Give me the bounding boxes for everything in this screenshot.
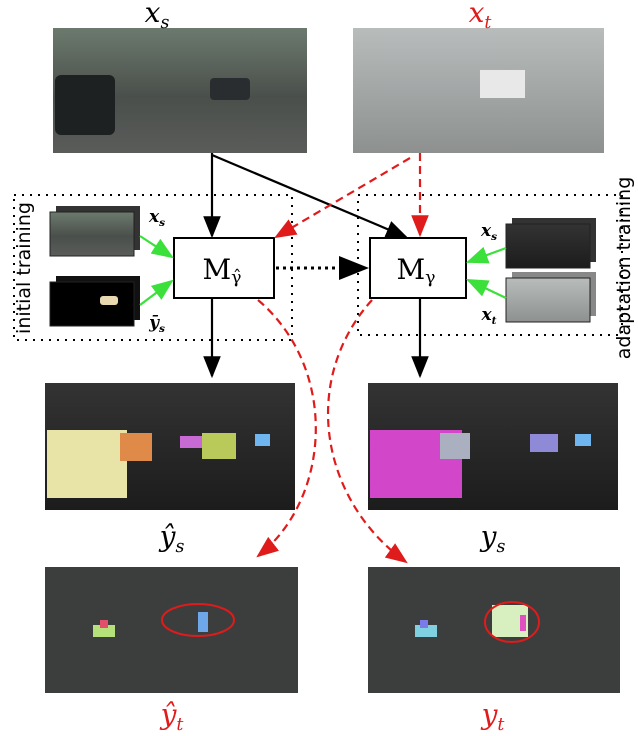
model-box xyxy=(173,237,275,299)
group-label: adaptation training xyxy=(613,177,635,360)
label-sub: s xyxy=(159,217,165,229)
input-image xyxy=(49,211,135,257)
input-label: xs xyxy=(148,207,165,229)
label-sub: s xyxy=(175,537,184,557)
segment xyxy=(420,620,428,628)
label-main: x xyxy=(480,305,492,325)
label-main: x xyxy=(148,207,160,227)
model-label: Mγ̂ xyxy=(202,253,241,288)
segment xyxy=(47,430,127,498)
arrows xyxy=(139,153,507,564)
segment xyxy=(180,436,202,448)
target-image xyxy=(353,28,604,153)
label-main: y xyxy=(479,520,498,553)
label-main: x xyxy=(145,0,161,29)
segment xyxy=(120,433,152,461)
model-label: Mγ xyxy=(396,253,435,288)
label-sub: γ̂ xyxy=(231,268,241,288)
label-main: x xyxy=(469,0,485,29)
label-sub: s xyxy=(491,231,497,243)
arrow xyxy=(326,299,408,564)
highlight xyxy=(161,603,235,637)
label-main: ŷ xyxy=(158,520,177,553)
source-label: xs xyxy=(145,0,170,33)
car xyxy=(210,78,250,100)
label-sub: s xyxy=(159,323,165,335)
input-label: xt xyxy=(480,305,496,327)
highlight xyxy=(484,601,540,643)
arrow xyxy=(211,153,409,239)
car xyxy=(55,75,115,135)
van xyxy=(480,70,525,98)
output-label: ŷt xyxy=(159,698,184,735)
input-label: ȳs xyxy=(148,313,165,335)
segment xyxy=(100,296,118,305)
output-label: ys xyxy=(479,520,506,557)
output-label: ŷs xyxy=(158,520,185,557)
label-main: ŷ xyxy=(159,698,178,731)
label-sub: γ xyxy=(425,268,435,288)
label-main: x xyxy=(480,221,492,241)
group-label: initial training xyxy=(13,202,35,334)
arrow xyxy=(256,299,317,558)
initial-group xyxy=(13,194,293,341)
label-main: M xyxy=(396,253,425,286)
target-label: xt xyxy=(469,0,492,33)
segment xyxy=(575,434,591,446)
segment xyxy=(255,434,270,446)
arrow xyxy=(466,279,507,299)
input-image xyxy=(505,223,591,269)
label-main: ȳ xyxy=(148,313,160,333)
segment xyxy=(93,625,115,637)
input-label-map xyxy=(49,281,135,327)
segment xyxy=(100,620,108,628)
label-sub: t xyxy=(497,715,504,735)
input-label: xs xyxy=(480,221,497,243)
output-label: yt xyxy=(480,698,505,735)
label-sub: t xyxy=(484,13,491,33)
label-sub: s xyxy=(160,13,169,33)
input-image xyxy=(505,277,591,323)
label-sub: t xyxy=(492,315,497,327)
segment xyxy=(198,612,208,632)
arrow xyxy=(274,157,411,239)
arrow xyxy=(139,279,174,306)
label-main: y xyxy=(480,698,499,731)
label-sub: s xyxy=(496,537,505,557)
model-box xyxy=(369,237,467,299)
label-sub: t xyxy=(176,715,183,735)
label-main: M xyxy=(202,253,231,286)
segment xyxy=(440,433,470,459)
arrow xyxy=(465,246,507,264)
segment xyxy=(520,615,526,631)
segment xyxy=(530,434,558,452)
segment xyxy=(202,433,236,459)
arrow xyxy=(139,235,174,259)
